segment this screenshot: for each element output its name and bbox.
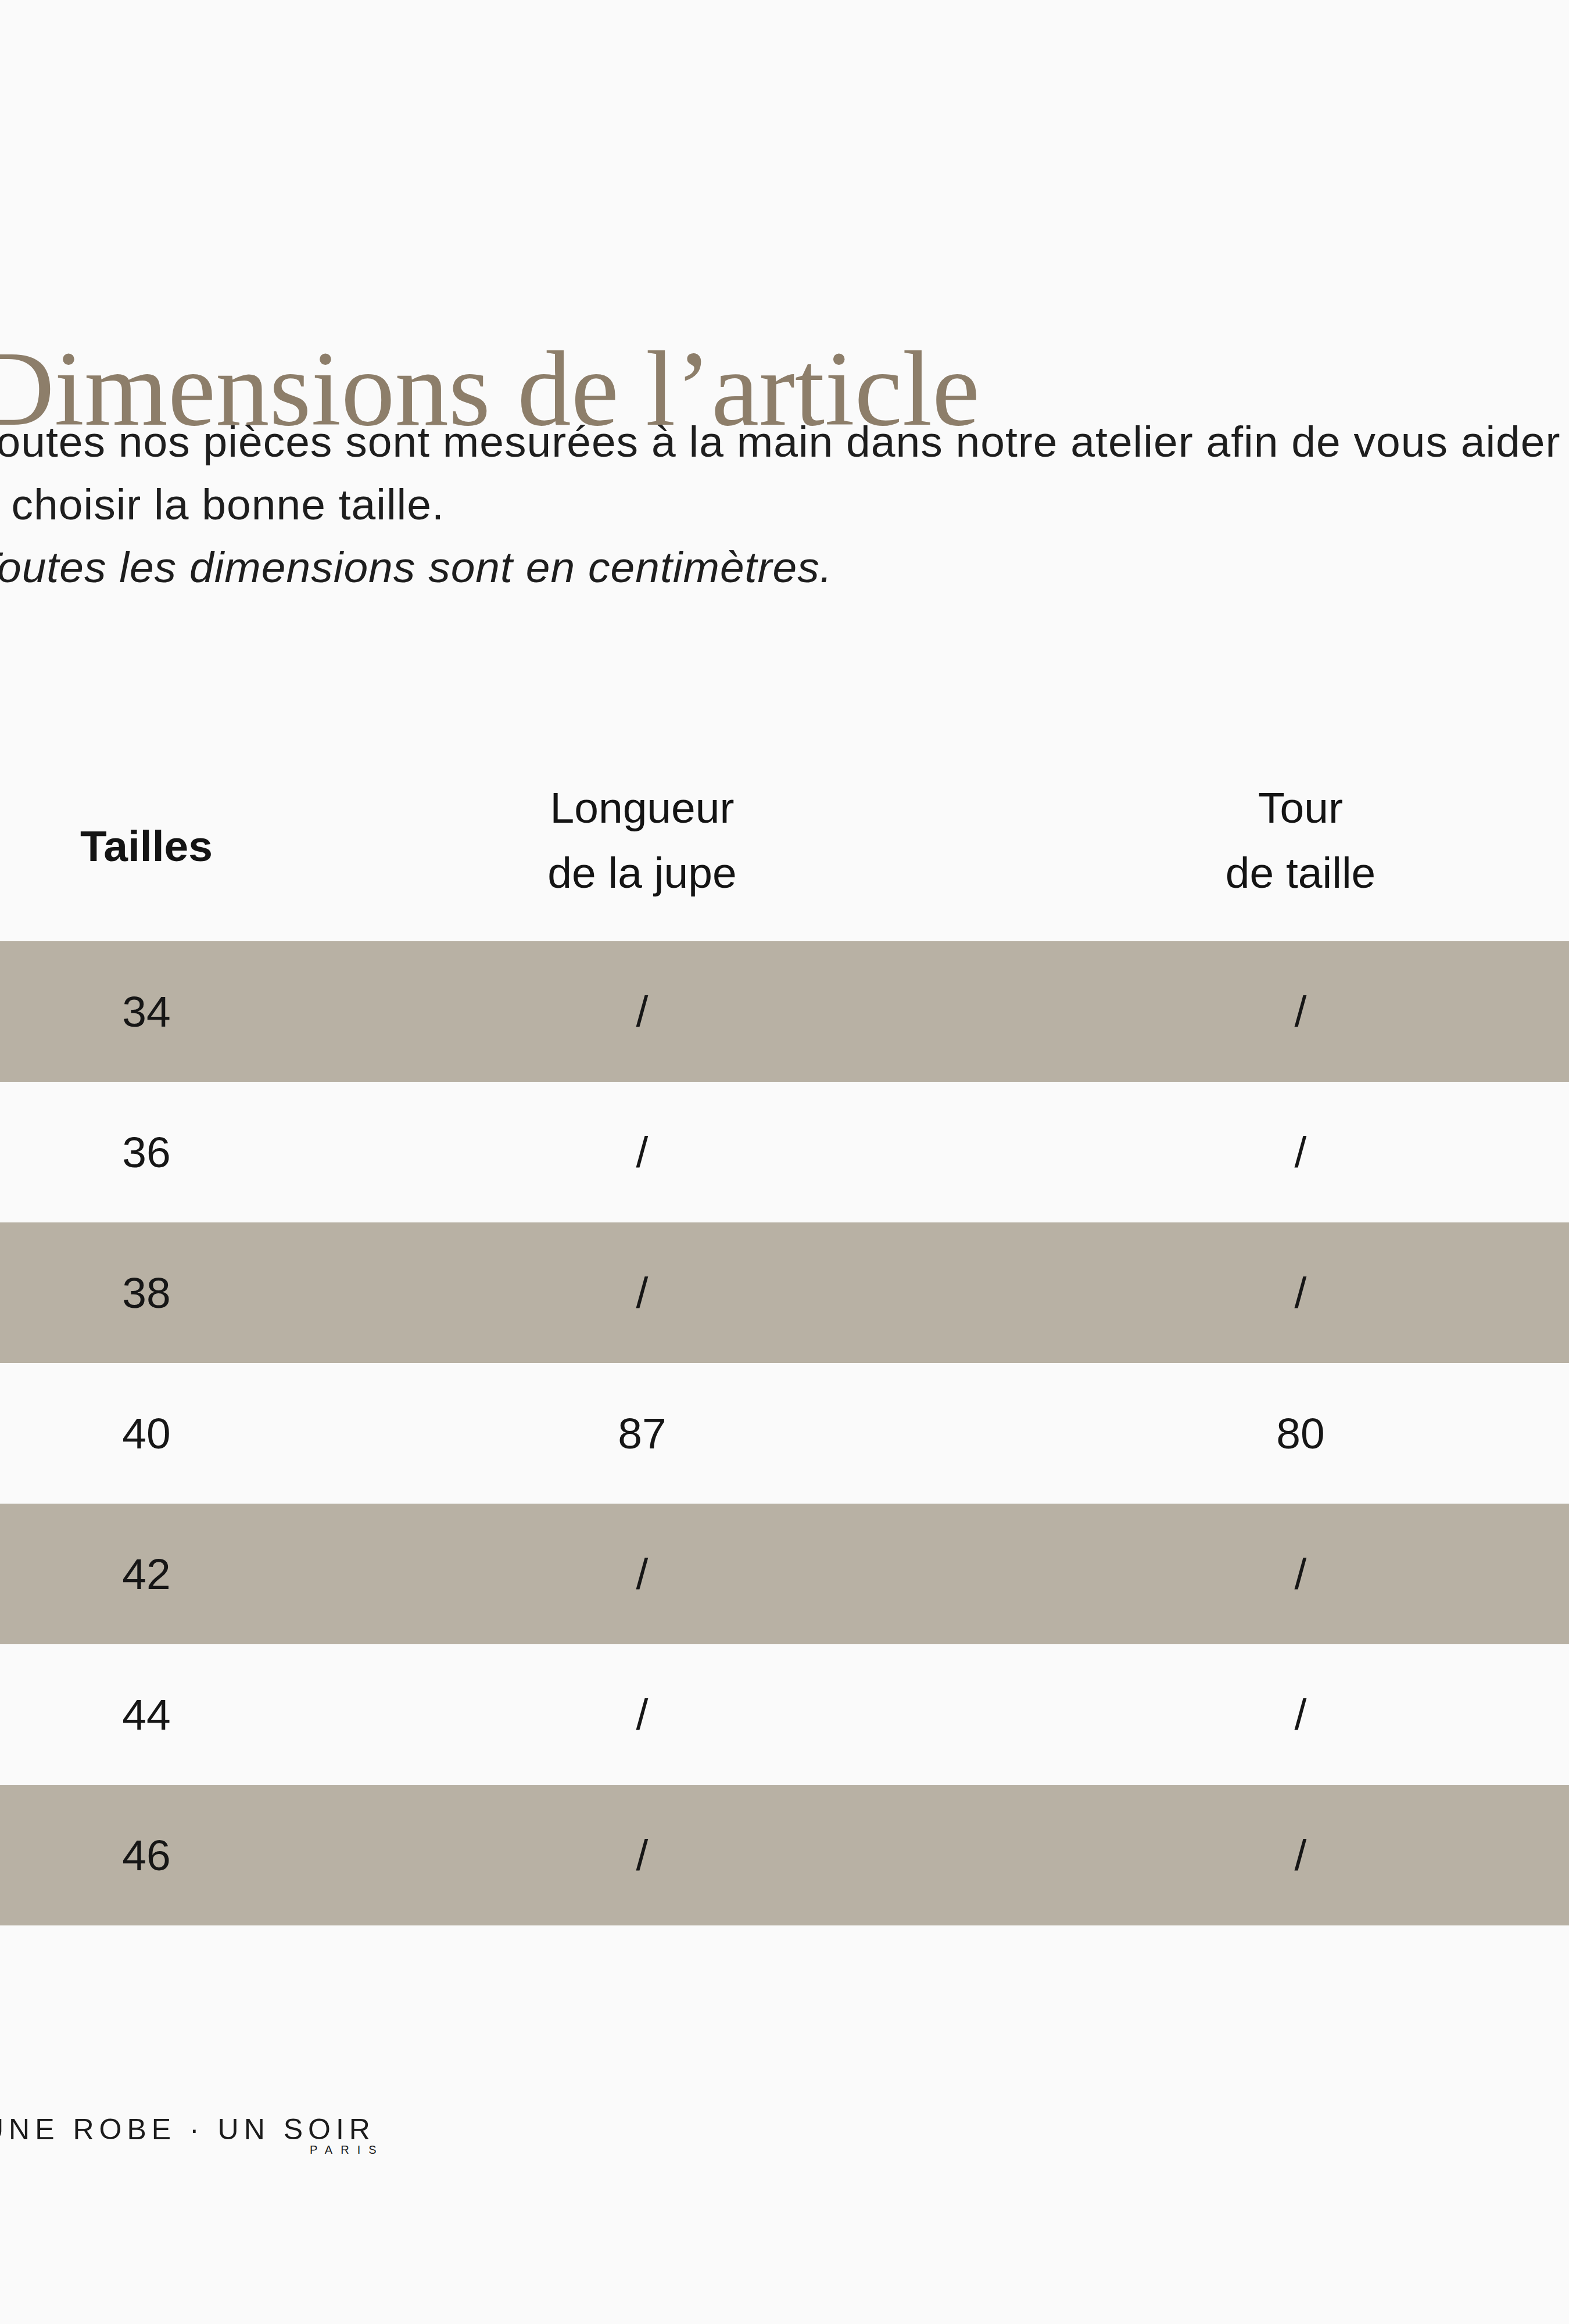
intro-line-1: Toutes nos pièces sont mesurées à la mai… (0, 417, 1561, 466)
size-cell: 38 (122, 1271, 170, 1315)
length-cell: / (636, 990, 649, 1034)
column-header-skirt-length-line1: Longueur (550, 783, 735, 832)
column-header-waist-line2: de taille (1226, 848, 1376, 897)
size-cell: 34 (122, 990, 170, 1034)
size-cell: 36 (122, 1131, 170, 1174)
waist-cell: / (1295, 1131, 1307, 1174)
column-header-skirt-length: Longueur de la jupe (547, 775, 736, 905)
table-row-40: 40 87 80 (0, 1363, 1569, 1504)
length-cell: / (636, 1131, 649, 1174)
table-row-44: 44 / / (0, 1644, 1569, 1785)
length-cell: / (636, 1271, 649, 1315)
column-header-sizes: Tailles (80, 824, 213, 868)
waist-cell: / (1295, 1271, 1307, 1315)
size-cell: 42 (122, 1552, 170, 1596)
brand-logo: UNE ROBE · UN SOIR (0, 2115, 375, 2144)
waist-cell: / (1295, 1552, 1307, 1596)
column-header-waist: Tour de taille (1226, 775, 1376, 905)
intro-text: Toutes nos pièces sont mesurées à la mai… (0, 410, 1561, 536)
length-cell: 87 (618, 1412, 666, 1455)
table-row-36: 36 / / (0, 1082, 1569, 1222)
waist-cell: 80 (1276, 1412, 1324, 1455)
column-header-skirt-length-line2: de la jupe (547, 848, 736, 897)
waist-cell: / (1295, 1834, 1307, 1877)
brand-logo-city: PARIS (310, 2144, 385, 2156)
length-cell: / (636, 1693, 649, 1737)
size-cell: 40 (122, 1412, 170, 1455)
size-cell: 46 (122, 1834, 170, 1877)
column-header-waist-line1: Tour (1258, 783, 1343, 832)
table-row-42: 42 / / (0, 1504, 1569, 1644)
waist-cell: / (1295, 990, 1307, 1034)
intro-line-2: à choisir la bonne taille. (0, 480, 445, 529)
units-note: Toutes les dimensions sont en centimètre… (0, 536, 832, 598)
table-row-38: 38 / / (0, 1222, 1569, 1363)
table-row-34: 34 / / (0, 941, 1569, 1082)
size-cell: 44 (122, 1693, 170, 1737)
waist-cell: / (1295, 1693, 1307, 1737)
length-cell: / (636, 1552, 649, 1596)
table-row-46: 46 / / (0, 1785, 1569, 1925)
length-cell: / (636, 1834, 649, 1877)
